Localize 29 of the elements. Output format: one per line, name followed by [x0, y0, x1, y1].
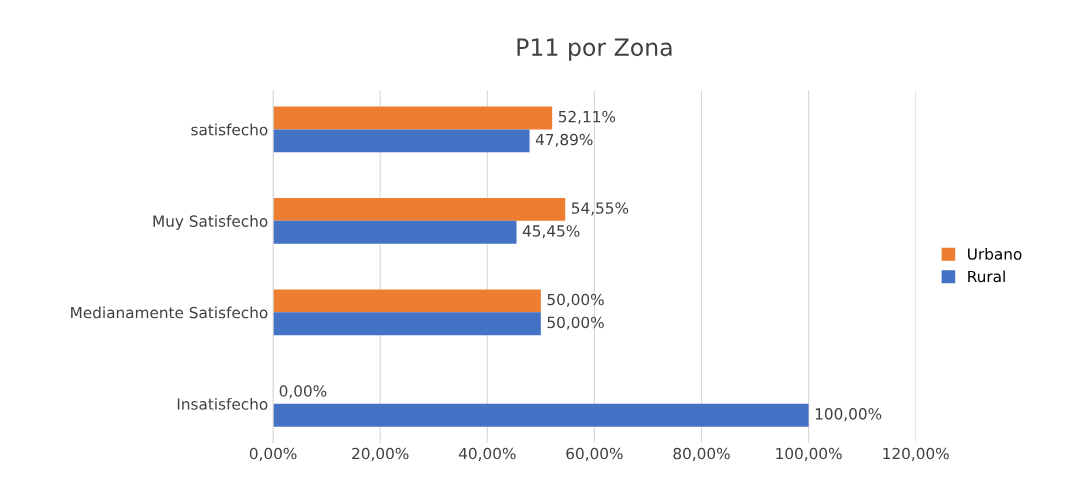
data-label: 0,00% — [279, 385, 327, 399]
bar — [273, 312, 541, 336]
x-tick-label: 40,00% — [458, 447, 516, 461]
x-tick-label: 80,00% — [673, 447, 730, 461]
x-tick-label: 20,00% — [352, 447, 409, 461]
bar — [273, 129, 530, 153]
y-tick-label: satisfecho — [191, 123, 268, 136]
data-label: 45,45% — [522, 225, 580, 239]
y-tick-label: Muy Satisfecho — [153, 215, 268, 230]
legend-label: Rural — [968, 270, 1005, 283]
x-tick-label: 120,00% — [883, 447, 949, 461]
data-label: 47,89% — [535, 133, 593, 147]
bar — [273, 198, 566, 221]
bar — [273, 220, 517, 244]
data-label: 100,00% — [815, 408, 882, 422]
bar — [273, 289, 541, 313]
legend-label: Urbano — [968, 247, 1022, 260]
x-tick-label: 100,00% — [776, 447, 842, 461]
data-label: 54,55% — [571, 202, 629, 216]
data-label: 50,00% — [547, 293, 604, 307]
chart-title: P11 por Zona — [517, 38, 672, 61]
bar — [273, 106, 553, 130]
data-label: 50,00% — [547, 316, 604, 330]
y-tick-label: Insatisfecho — [177, 397, 268, 410]
x-tick-label: 60,00% — [566, 447, 623, 461]
data-label: 52,11% — [558, 110, 616, 124]
y-tick-label: Medianamente Satisfecho — [71, 306, 268, 319]
x-tick-label: 0,00% — [249, 447, 297, 461]
bar — [273, 403, 809, 427]
